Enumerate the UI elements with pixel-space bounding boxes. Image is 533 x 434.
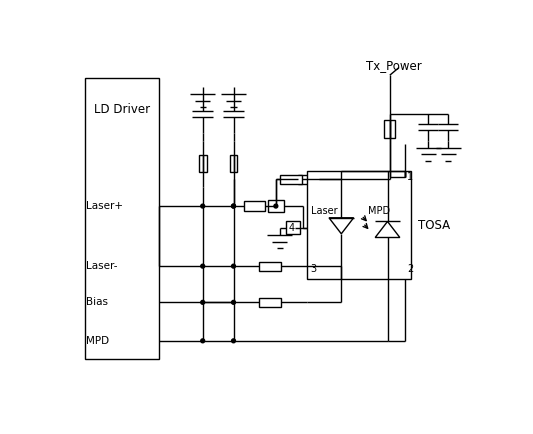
Text: LD Driver: LD Driver xyxy=(94,103,150,116)
Bar xyxy=(259,298,281,307)
Bar xyxy=(384,120,395,138)
Bar xyxy=(85,78,159,358)
Circle shape xyxy=(231,204,236,208)
Text: MPD: MPD xyxy=(368,207,390,217)
Circle shape xyxy=(201,339,205,343)
Circle shape xyxy=(231,300,236,304)
Text: TOSA: TOSA xyxy=(418,219,450,232)
Bar xyxy=(298,174,319,184)
Circle shape xyxy=(274,204,278,208)
Circle shape xyxy=(231,339,236,343)
Circle shape xyxy=(231,264,236,268)
Text: 4: 4 xyxy=(289,223,295,233)
Text: Laser: Laser xyxy=(311,207,337,217)
Text: Tx_Power: Tx_Power xyxy=(366,59,422,72)
Circle shape xyxy=(201,300,205,304)
Text: 3: 3 xyxy=(311,264,317,274)
Text: 1: 1 xyxy=(407,172,413,182)
Bar xyxy=(268,200,284,212)
Bar xyxy=(259,262,281,271)
Text: MPD: MPD xyxy=(86,336,110,346)
Circle shape xyxy=(231,204,236,208)
Bar xyxy=(286,221,300,234)
Text: Bias: Bias xyxy=(86,297,108,307)
Bar xyxy=(230,155,237,172)
Text: 2: 2 xyxy=(407,264,413,274)
Text: Laser-: Laser- xyxy=(86,261,118,271)
Bar xyxy=(280,174,302,184)
Circle shape xyxy=(201,204,205,208)
Text: Laser+: Laser+ xyxy=(86,201,124,211)
Bar xyxy=(306,171,410,279)
Circle shape xyxy=(201,264,205,268)
Bar xyxy=(199,155,207,172)
Bar xyxy=(244,201,265,210)
